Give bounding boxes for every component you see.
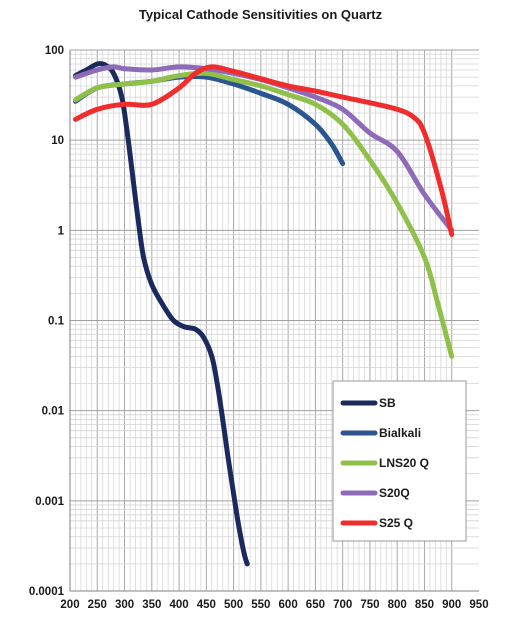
x-tick-label: 350: [142, 599, 161, 611]
legend-label-lns20-q: LNS20 Q: [379, 456, 429, 470]
y-tick-label: 100: [45, 45, 64, 57]
legend-label-bialkali: Bialkali: [379, 426, 421, 440]
x-tick-label: 700: [333, 599, 352, 611]
y-tick-label: 0.001: [35, 496, 64, 508]
x-tick-label: 650: [306, 599, 325, 611]
x-tick-label: 950: [469, 599, 488, 611]
x-tick-label: 550: [251, 599, 270, 611]
y-tick-label: 0.1: [48, 316, 65, 328]
series-lines: [73, 61, 455, 567]
axes: [69, 50, 479, 592]
y-tick-label: 10: [51, 135, 64, 147]
y-tick-label: 0.01: [42, 406, 65, 418]
x-tick-labels: 200 250 300 350 400 450 500 550 600 650 700 750 800 8…: [60, 599, 488, 611]
x-tick-label: 300: [115, 599, 134, 611]
x-tick-label: 600: [279, 599, 298, 611]
y-tick-labels: 0.0001 0.001 0.01 0.1 1 10 100: [29, 45, 65, 598]
series-line-s25-q: [73, 64, 455, 237]
y-tick-label: 1: [58, 225, 65, 237]
legend-label-s25-q: S25 Q: [379, 516, 413, 530]
x-tick-label: 750: [360, 599, 379, 611]
series-line-lns20-q: [73, 70, 455, 359]
chart-title: Typical Cathode Sensitivities on Quartz: [138, 7, 383, 22]
legend-label-sb: SB: [379, 396, 396, 410]
y-tick-label: 0.0001: [29, 586, 65, 598]
legend-box: [332, 380, 467, 542]
x-tick-label: 850: [415, 599, 434, 611]
legend: SB Bialkali LNS20 Q S20Q S25 Q: [332, 380, 467, 542]
x-tick-label: 900: [442, 599, 461, 611]
x-tick-label: 500: [224, 599, 243, 611]
legend-label-s20q: S20Q: [379, 486, 410, 500]
x-tick-label: 450: [197, 599, 216, 611]
x-tick-label: 250: [88, 599, 107, 611]
x-tick-label: 400: [169, 599, 188, 611]
x-tick-label: 800: [388, 599, 407, 611]
series-line-sb: [73, 61, 250, 567]
x-tick-label: 200: [60, 599, 79, 611]
